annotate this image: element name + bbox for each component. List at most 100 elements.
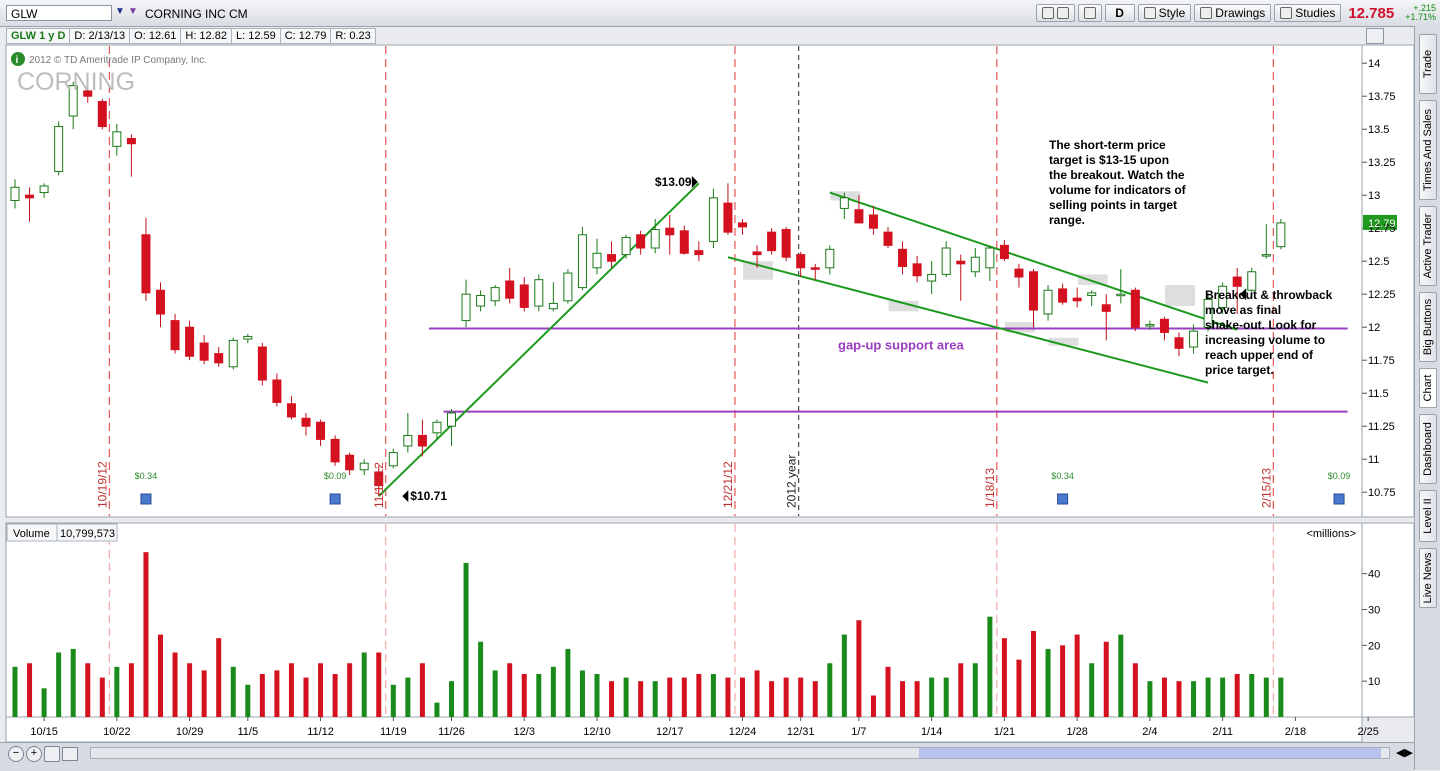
resize-icon[interactable] bbox=[62, 747, 78, 761]
price-tick-label: 12.5 bbox=[1368, 256, 1389, 268]
symbol-period[interactable]: GLW 1 y D bbox=[6, 28, 71, 44]
candle bbox=[1116, 293, 1126, 297]
volume-bar bbox=[870, 695, 876, 717]
volume-bar bbox=[1161, 677, 1167, 717]
volume-bar bbox=[114, 666, 120, 717]
volume-bar bbox=[12, 666, 18, 717]
horizontal-scrollbar[interactable] bbox=[90, 747, 1390, 759]
price-pane[interactable] bbox=[5, 44, 1363, 518]
volume-bar bbox=[172, 652, 178, 717]
volume-bar bbox=[1074, 634, 1080, 717]
drawing-tools-button[interactable] bbox=[1035, 4, 1075, 22]
studies-button[interactable]: Studies bbox=[1274, 4, 1342, 22]
quote-date: D: 2/13/13 bbox=[69, 28, 131, 44]
tab-chart[interactable]: Chart bbox=[1419, 368, 1437, 408]
date-tick-label: 11/5 bbox=[238, 726, 259, 738]
link-color-icon[interactable]: ▼ bbox=[128, 6, 138, 17]
zoom-out-button[interactable]: − bbox=[8, 746, 24, 762]
tab-times-and-sales[interactable]: Times And Sales bbox=[1419, 100, 1437, 200]
style-button[interactable]: Style bbox=[1137, 4, 1192, 22]
settings-icon[interactable] bbox=[1366, 28, 1384, 44]
volume-bar bbox=[1263, 677, 1269, 717]
drawings-button[interactable]: Drawings bbox=[1194, 4, 1272, 22]
candle bbox=[927, 273, 937, 282]
candle bbox=[505, 280, 515, 299]
quote-bar: GLW 1 y D D: 2/13/13 O: 12.61 H: 12.82 L… bbox=[6, 28, 1362, 44]
volume-bar bbox=[623, 677, 629, 717]
scroll-arrows-icon[interactable]: ◀▶ bbox=[1396, 747, 1413, 759]
volume-value: 10,799,573 bbox=[60, 528, 115, 540]
volume-bar bbox=[1001, 638, 1007, 717]
volume-bar bbox=[376, 652, 382, 717]
symbol-dropdown-icon[interactable]: ▼ bbox=[115, 6, 125, 17]
scroll-thumb[interactable] bbox=[919, 748, 1381, 758]
candle bbox=[228, 339, 238, 368]
volume-bar bbox=[885, 666, 891, 717]
highlight-zone bbox=[888, 300, 919, 312]
tab-active-trader[interactable]: Active Trader bbox=[1419, 206, 1437, 286]
candle bbox=[621, 236, 631, 256]
volume-bar bbox=[449, 681, 454, 717]
volume-bar bbox=[681, 677, 687, 717]
volume-bar bbox=[856, 620, 862, 717]
symbol-input[interactable]: GLW bbox=[6, 5, 112, 21]
volume-bar bbox=[783, 677, 789, 717]
right-sidebar: Trade Times And Sales Active Trader Big But… bbox=[1414, 26, 1440, 770]
volume-bar bbox=[841, 634, 847, 717]
volume-bar bbox=[667, 677, 673, 717]
grid-button[interactable] bbox=[1077, 4, 1102, 22]
tab-dashboard[interactable]: Dashboard bbox=[1419, 414, 1437, 484]
volume-bar bbox=[361, 652, 367, 717]
aggregation-button[interactable]: D bbox=[1104, 4, 1135, 22]
candle bbox=[1159, 318, 1169, 333]
volume-bar bbox=[56, 652, 62, 717]
dividend-icon bbox=[329, 493, 341, 505]
dividend-label: $0.34 bbox=[1051, 471, 1074, 481]
volume-bar bbox=[769, 681, 775, 717]
fit-button[interactable] bbox=[44, 746, 60, 762]
candle bbox=[97, 100, 107, 128]
tab-live-news[interactable]: Live News bbox=[1419, 548, 1437, 608]
volume-bar bbox=[914, 681, 920, 717]
percent-change: +1.71% bbox=[1405, 12, 1436, 22]
volume-bar bbox=[405, 677, 411, 717]
annotation-high: $13.09 bbox=[655, 175, 692, 189]
candle bbox=[563, 272, 573, 302]
zoom-in-button[interactable]: + bbox=[26, 746, 42, 762]
candle bbox=[1087, 292, 1097, 297]
highlight-zone bbox=[743, 261, 774, 280]
candle bbox=[257, 346, 267, 381]
volume-bar bbox=[128, 663, 134, 717]
price-axis[interactable] bbox=[1361, 44, 1414, 518]
date-tick-label: 12/3 bbox=[514, 726, 535, 738]
tab-label: Big Buttons bbox=[1422, 298, 1434, 356]
date-tick-label: 10/29 bbox=[176, 726, 204, 738]
date-axis[interactable] bbox=[5, 716, 1363, 742]
candle bbox=[1072, 297, 1082, 302]
volume-bar bbox=[696, 674, 702, 717]
tab-level-ii[interactable]: Level II bbox=[1419, 490, 1437, 542]
candle bbox=[519, 284, 529, 308]
date-tick-label: 2/11 bbox=[1212, 726, 1233, 738]
volume-bar bbox=[99, 677, 105, 717]
highlight-zone bbox=[1048, 337, 1079, 346]
volume-bar bbox=[958, 663, 964, 717]
tab-big-buttons[interactable]: Big Buttons bbox=[1419, 292, 1437, 362]
volume-bar bbox=[827, 663, 833, 717]
candle bbox=[403, 434, 413, 447]
tab-label: Active Trader bbox=[1422, 213, 1434, 279]
volume-axis[interactable] bbox=[1361, 522, 1414, 718]
candle bbox=[447, 412, 456, 427]
candle bbox=[999, 244, 1009, 260]
price-chart[interactable]: 14 13.75 13.5 13.25 13 12.75 12.5 12.25 12 11.75 1… bbox=[0, 0, 1414, 742]
candle bbox=[810, 267, 820, 270]
candle bbox=[1043, 289, 1053, 315]
date-tick-label: 10/22 bbox=[103, 726, 131, 738]
tab-trade[interactable]: Trade bbox=[1419, 34, 1437, 94]
year-label: 2012 year bbox=[785, 455, 799, 508]
candle bbox=[592, 252, 602, 269]
volume-bar bbox=[638, 681, 644, 717]
candle bbox=[970, 256, 980, 273]
volume-bar bbox=[230, 666, 236, 717]
candle bbox=[1130, 289, 1140, 328]
